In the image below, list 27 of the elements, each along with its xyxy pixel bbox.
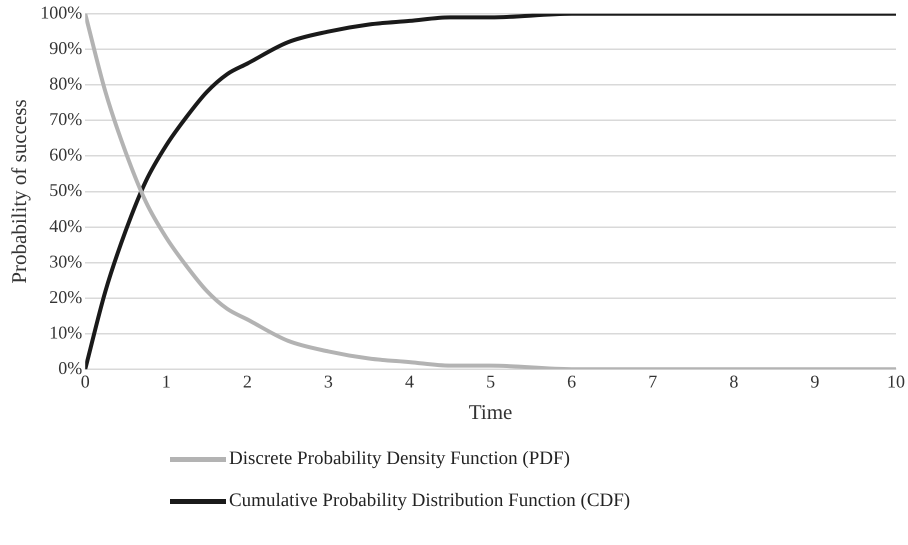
x-tick-label: 3 [324,372,333,392]
y-axis-title: Probability of success [7,99,32,284]
y-tick-label: 0% [58,358,82,378]
x-tick-label: 4 [405,372,414,392]
legend-label: Discrete Probability Density Function (PDF) [229,448,570,470]
x-tick-label: 1 [162,372,171,392]
x-tick-label: 7 [648,372,658,392]
x-tick-label: 6 [567,372,576,392]
y-tick-label: 10% [49,322,82,342]
y-tick-label: 60% [49,144,82,165]
x-tick-label: 2 [242,372,252,392]
y-tick-label: 100% [40,2,82,23]
y-tick-label: 70% [49,109,82,130]
y-tick-label: 40% [49,216,82,236]
y-tick-label: 80% [49,74,82,94]
y-tick-label: 90% [49,38,82,58]
y-tick-label: 30% [49,251,82,272]
line-series [85,14,896,370]
y-tick-label: 20% [49,286,82,307]
x-tick-label: 10 [887,372,905,392]
x-axis-title: Time [468,400,512,424]
x-tick-label: 5 [486,372,496,392]
legend-label: Cumulative Probability Distribution Function (CDF) [229,490,630,512]
y-tick-label: 50% [49,180,82,200]
x-tick-label: 0 [80,372,90,392]
x-tick-label: 8 [729,372,738,392]
x-tick-label: 9 [810,372,820,392]
